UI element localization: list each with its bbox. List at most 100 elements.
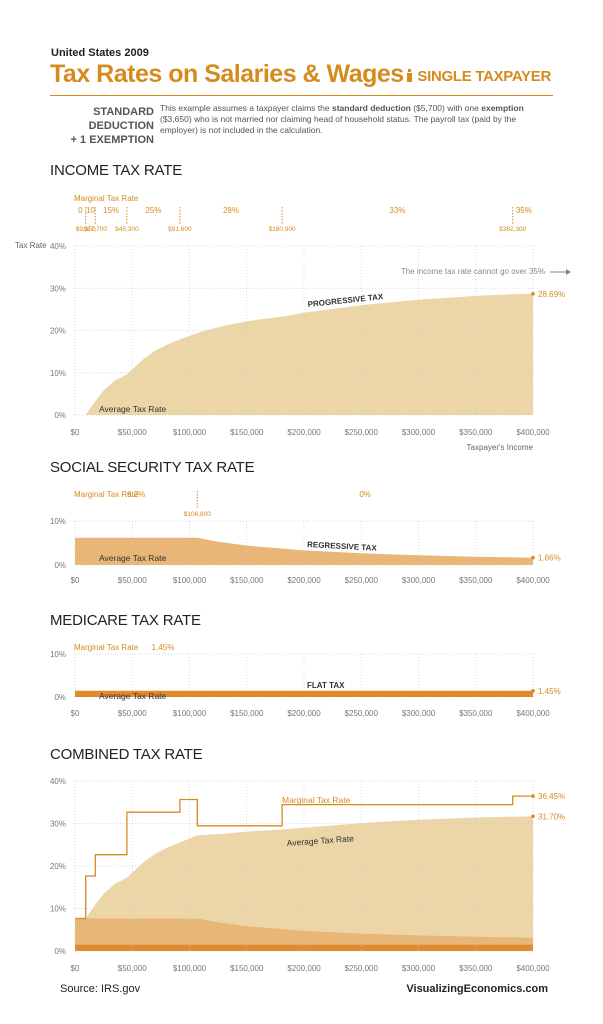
desc-part-c: ($5,700) with one (410, 103, 482, 113)
desc-part-b: standard deduction (331, 103, 411, 113)
income-ytick-label: 20% (50, 327, 66, 336)
combined-xtick-label: $150,000 (230, 964, 264, 973)
income-bracket-label: $45,300 (115, 226, 139, 233)
income-xtick-label: $400,000 (516, 428, 550, 437)
medicare-series-label: Average Tax Rate (99, 691, 167, 701)
social-series-label: Average Tax Rate (99, 553, 167, 563)
social-xtick-label: $0 (71, 576, 80, 585)
combined-ytick-label: 0% (54, 947, 66, 956)
income-marginal-rate: 0 (78, 206, 83, 215)
combined-marginal-line (75, 795, 533, 920)
income-xtick-label: $0 (71, 428, 80, 437)
combined-xtick-label: $300,000 (402, 964, 436, 973)
social-marginal-rate: 0% (359, 490, 371, 499)
income-ytick-label: 0% (54, 411, 66, 420)
combined-xtick-label: $50,000 (118, 964, 147, 973)
social-marginal-label: Marginal Tax Rate (74, 490, 139, 499)
combined-average-label: Average Tax Rate (286, 833, 354, 848)
medicare-marginal-rate: 1.45% (152, 643, 175, 652)
combined-marginal-label: Marginal Tax Rate (282, 795, 351, 805)
social-xtick-label: $200,000 (287, 576, 321, 585)
income-marginal-rate: 15% (103, 206, 119, 215)
single-taxpayer-badge: SINGLE TAXPAYER (405, 68, 551, 85)
medicare-xtick-label: $300,000 (402, 709, 436, 718)
income-series-label: Average Tax Rate (99, 404, 167, 414)
medicare-ytick-label: 10% (50, 650, 66, 659)
income-xtick-label: $50,000 (118, 428, 147, 437)
income-bracket-label: $9,350 (76, 226, 96, 233)
income-xlabel: Taxpayer's Income (467, 443, 534, 452)
combined-marginal-end-value-dot (531, 794, 535, 798)
income-marginal-label: Marginal Tax Rate (74, 194, 139, 203)
combined-marginal-end-value-label: 36.45% (538, 792, 565, 801)
social-xtick-label: $300,000 (402, 576, 436, 585)
combined-xtick-label: $400,000 (516, 964, 550, 973)
medicare-xtick-label: $50,000 (118, 709, 147, 718)
social-xtick-label: $50,000 (118, 576, 147, 585)
supertitle: United States 2009 (51, 47, 149, 59)
income-end-value-label: 28.69% (538, 290, 565, 299)
badge-label: SINGLE TAXPAYER (417, 68, 551, 85)
deduction-line1: STANDARD DEDUCTION (88, 106, 154, 132)
source-note: Source: IRS.gov (60, 983, 141, 995)
medicare-xtick-label: $100,000 (173, 709, 207, 718)
income-bracket-label: $91,600 (168, 226, 192, 233)
income-marginal-rate: 33% (389, 206, 405, 215)
income-ylabel: Tax Rate (15, 241, 47, 250)
income-bracket-label: $180,900 (269, 226, 296, 233)
income-cap-arrow-head (566, 269, 571, 275)
section-title-social: SOCIAL SECURITY TAX RATE (50, 459, 255, 476)
combined-xtick-label: $200,000 (287, 964, 321, 973)
medicare-xtick-label: $350,000 (459, 709, 493, 718)
income-bracket-label: $382,300 (499, 226, 526, 233)
income-xtick-label: $200,000 (287, 428, 321, 437)
medicare-xtick-label: $150,000 (230, 709, 264, 718)
combined-ytick-label: 40% (50, 777, 66, 786)
income-ytick-label: 40% (50, 242, 66, 251)
header-divider (50, 95, 553, 96)
social-xtick-label: $250,000 (345, 576, 379, 585)
income-marginal-rate: 28% (223, 206, 239, 215)
social-xtick-label: $400,000 (516, 576, 550, 585)
income-bracket-label: $17,700 (84, 226, 108, 233)
combined-xtick-label: $350,000 (459, 964, 493, 973)
medicare-annotation-flat: FLAT TAX (307, 681, 345, 690)
combined-average-end-value-dot (531, 814, 535, 819)
combined-medicare-area (75, 944, 533, 951)
medicare-xtick-label: $0 (71, 709, 80, 718)
social-end-value-dot (531, 555, 535, 560)
person-icon (405, 69, 415, 82)
income-xtick-label: $100,000 (173, 428, 207, 437)
combined-xtick-label: $250,000 (345, 964, 379, 973)
deduction-line2: + 1 EXEMPTION (70, 134, 154, 146)
desc-part-a: This example assumes a taxpayer claims t… (160, 103, 332, 113)
income-end-value-dot (531, 291, 535, 296)
combined-xtick-label: $0 (71, 964, 80, 973)
social-xtick-label: $150,000 (230, 576, 264, 585)
page-title: Tax Rates on Salaries & Wages (50, 60, 404, 88)
combined-ytick-label: 30% (50, 820, 66, 829)
brand-credit: VisualizingEconomics.com (406, 983, 548, 995)
desc-part-d: exemption (481, 103, 524, 113)
section-title-medicare: MEDICARE TAX RATE (50, 612, 201, 629)
social-end-value-label: 1.66% (538, 554, 561, 563)
income-xtick-label: $250,000 (345, 428, 379, 437)
section-title-income: INCOME TAX RATE (50, 162, 183, 179)
social-ytick-label: 0% (54, 561, 66, 570)
social-xtick-label: $100,000 (173, 576, 207, 585)
social-annotation-regressive: REGRESSIVE TAX (307, 540, 378, 553)
combined-average-end-value-label: 31.70% (538, 812, 565, 821)
desc-part-e: ($3,650) who is not married nor claiming… (160, 114, 517, 135)
combined-ytick-label: 10% (50, 905, 66, 914)
income-marginal-rate: 35% (516, 206, 532, 215)
medicare-xtick-label: $250,000 (345, 709, 379, 718)
medicare-xtick-label: $400,000 (516, 709, 550, 718)
income-xtick-label: $350,000 (459, 428, 493, 437)
combined-xtick-label: $100,000 (173, 964, 207, 973)
description-text: This example assumes a taxpayer claims t… (160, 103, 555, 136)
deduction-label: STANDARD DEDUCTION + 1 EXEMPTION (50, 105, 154, 147)
medicare-average-area (75, 690, 533, 697)
social-xtick-label: $350,000 (459, 576, 493, 585)
income-annotation-cap: The income tax rate cannot go over 35% (401, 267, 545, 276)
